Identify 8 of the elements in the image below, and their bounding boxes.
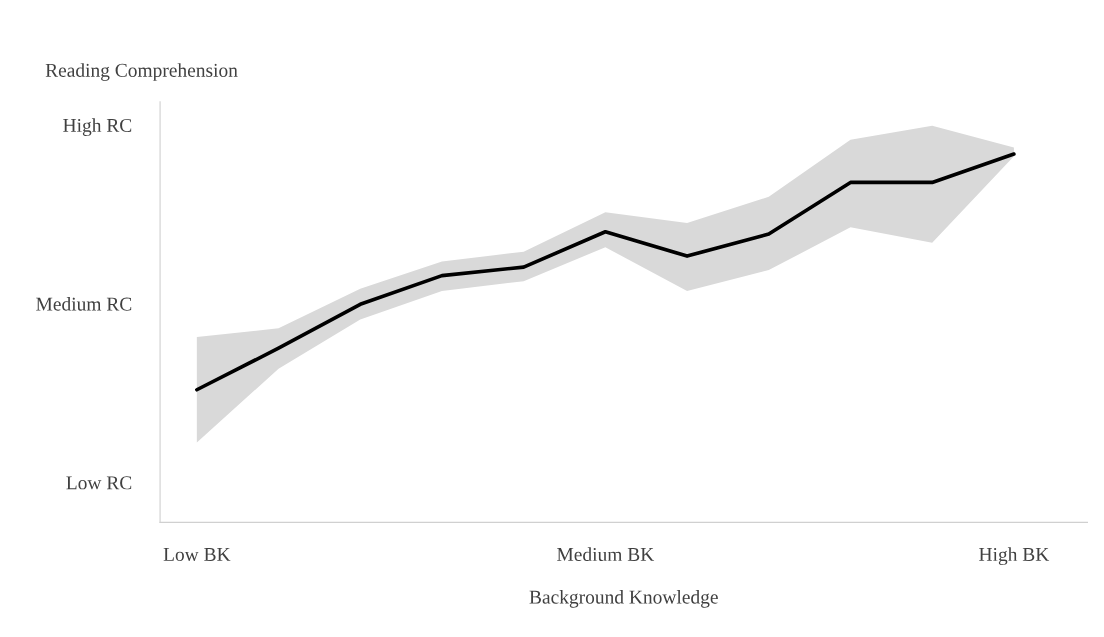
x-axis-title: Background Knowledge <box>529 590 718 608</box>
x-tick-label: Medium BK <box>557 547 655 562</box>
x-tick-label: Low BK <box>163 548 231 562</box>
text: Low RC <box>66 476 132 490</box>
x-tick-label: High BK <box>979 547 1050 566</box>
y-axis-title: Reading Comprehension <box>45 63 238 81</box>
text: High RC <box>63 118 132 136</box>
text: Medium RC <box>36 297 132 311</box>
